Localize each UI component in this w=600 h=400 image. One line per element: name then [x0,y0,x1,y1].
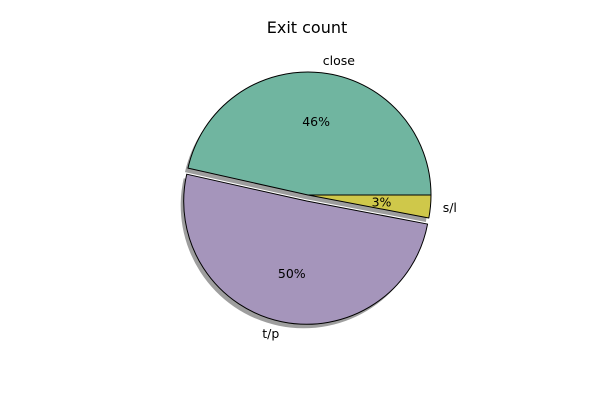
slice-layer [183,71,432,325]
pie-category-label-t-p: t/p [262,326,279,341]
pie-slice-t-p [183,173,429,325]
pie-slice-close [187,71,432,196]
chart-title: Exit count [267,18,348,37]
pie-percent-label-close: 46% [302,114,330,129]
pie-percent-label-t-p: 50% [278,266,306,281]
pie-category-label-close: close [323,53,356,68]
pie-category-label-s-l: s/l [443,200,457,215]
pie-slice-s-l [307,194,432,219]
label-layer: 46% close 50% t/p 3% s/l [262,53,457,341]
pie-percent-label-s-l: 3% [372,194,392,209]
